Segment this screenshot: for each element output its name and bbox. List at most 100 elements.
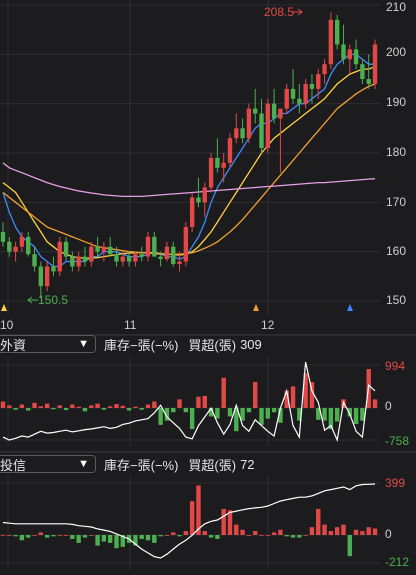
trust-axis-bottom: -212 [385, 555, 409, 569]
foreign-mode-text[interactable]: 庫存−張(−%) [104, 337, 179, 353]
candle-body [38, 266, 44, 287]
net-buy-bar [164, 535, 170, 536]
candle-body [114, 254, 119, 262]
net-buy-bar [70, 535, 75, 539]
candle-body [126, 256, 132, 262]
net-buy-bar [164, 408, 170, 421]
net-buy-bar [234, 524, 239, 535]
candle-body [139, 254, 144, 257]
net-buy-bar [158, 408, 163, 425]
candle-body [152, 236, 157, 257]
net-buy-bar [76, 535, 81, 543]
x-tick-11: 11 [124, 318, 137, 332]
trust-panel-header: 投信 ▼ 庫存−張(−%) 買超(張) 72 [0, 453, 255, 475]
net-buy-bar [360, 531, 365, 535]
trust-value-label: 買超(張) [188, 457, 237, 473]
net-buy-bar [189, 501, 195, 535]
candle-body [366, 79, 371, 84]
foreign-panel-header: 外資 ▼ 庫存−張(−%) 買超(張) 309 [0, 333, 262, 355]
candle-body [196, 197, 201, 203]
y-tick-180: 180 [386, 145, 406, 159]
net-buy-bar [120, 405, 125, 408]
trust-mode-text[interactable]: 庫存−張(−%) [104, 457, 179, 473]
y-tick-150: 150 [386, 293, 406, 307]
candle-body [76, 256, 81, 267]
event-marker-blue[interactable] [347, 304, 353, 311]
candle-body [189, 197, 195, 227]
price-grid [0, 0, 380, 315]
candle-body [372, 44, 378, 84]
trust-selector-label: 投信 [0, 457, 27, 473]
net-buy-bar [171, 408, 176, 413]
net-buy-bar [89, 535, 94, 536]
net-buy-bar [196, 485, 201, 535]
net-buy-bar [63, 535, 69, 536]
candle-body [227, 138, 233, 163]
high-annotation: 208.5 [264, 5, 294, 19]
x-tick-10: 10 [0, 318, 14, 332]
candle-body [208, 157, 214, 188]
candle-body [322, 64, 327, 75]
event-marker-orange[interactable] [253, 304, 259, 311]
candle-body [246, 108, 252, 139]
net-buy-bar [309, 382, 315, 408]
candle-body [265, 103, 271, 149]
net-buy-bar [322, 408, 327, 421]
net-buy-bar [38, 532, 44, 535]
net-buy-bar [63, 408, 69, 411]
net-buy-bar [114, 404, 119, 408]
trust-investor-selector[interactable]: 投信 ▼ [0, 455, 96, 473]
net-buy-bar [202, 531, 207, 535]
net-buy-bar [347, 408, 352, 417]
candle-body [133, 254, 138, 262]
candle-body [70, 256, 75, 267]
candle-body [7, 241, 12, 252]
foreign-axis-bottom: -758 [385, 434, 409, 448]
foreign-investor-selector[interactable]: 外資 ▼ [0, 335, 96, 353]
foreign-grid [0, 357, 380, 446]
foreign-axis-zero: 0 [385, 399, 392, 413]
candle-body [19, 236, 25, 247]
candle-body [183, 227, 189, 262]
net-buy-bar [139, 408, 144, 410]
foreign-selector-label: 外資 [0, 337, 27, 353]
candle-body [82, 256, 88, 262]
net-buy-bar [38, 406, 44, 408]
candle-body [177, 261, 182, 264]
net-buy-bar [51, 408, 56, 410]
net-buy-bar [208, 408, 214, 417]
candle-body [253, 108, 258, 114]
net-buy-bar [196, 396, 201, 408]
event-marker-yellow[interactable] [1, 304, 7, 311]
candle-body [120, 256, 125, 262]
net-buy-bar [366, 527, 371, 535]
net-buy-bar [76, 406, 81, 408]
net-buy-bar [303, 373, 308, 408]
net-buy-bar [57, 535, 62, 536]
net-buy-bar [227, 408, 233, 417]
candle-body [328, 19, 334, 65]
y-tick-200: 200 [386, 45, 406, 59]
foreign-axis-top: 994 [385, 359, 405, 373]
candle-body [316, 74, 321, 89]
net-buy-bar [278, 408, 283, 423]
net-buy-bar [347, 535, 352, 557]
x-tick-12: 12 [261, 318, 275, 332]
candle-body [171, 246, 176, 264]
low-annotation: 150.5 [38, 293, 68, 307]
candle-body [297, 98, 302, 104]
net-buy-bar [240, 529, 245, 535]
net-buy-bar [13, 535, 18, 537]
net-buy-bar [0, 535, 6, 536]
trust-axis-top: 399 [385, 476, 405, 490]
net-buy-bar [265, 535, 271, 536]
net-buy-bar [246, 535, 252, 536]
candle-body [51, 266, 56, 272]
trust-net-buy-bars [0, 485, 378, 557]
net-buy-bar [183, 531, 189, 535]
candle-body [89, 246, 94, 262]
net-buy-bar [152, 535, 157, 543]
net-buy-bar [177, 399, 182, 408]
net-buy-bar [7, 535, 12, 536]
